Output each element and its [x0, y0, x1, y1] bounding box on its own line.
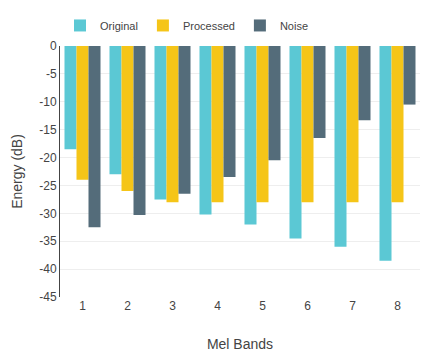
svg-text:8: 8: [394, 299, 401, 313]
svg-text:-25: -25: [39, 179, 57, 193]
svg-text:1: 1: [79, 299, 86, 313]
svg-text:7: 7: [349, 299, 356, 313]
svg-text:Original: Original: [100, 20, 138, 32]
svg-text:4: 4: [214, 299, 221, 313]
svg-text:6: 6: [304, 299, 311, 313]
svg-text:Noise: Noise: [280, 20, 308, 32]
svg-text:Energy (dB): Energy (dB): [9, 134, 25, 209]
svg-text:-10: -10: [39, 95, 57, 109]
svg-text:-15: -15: [39, 123, 57, 137]
svg-text:-30: -30: [39, 207, 57, 221]
svg-text:-20: -20: [39, 151, 57, 165]
svg-text:0: 0: [50, 39, 57, 53]
svg-text:-45: -45: [39, 290, 57, 304]
svg-text:Processed: Processed: [183, 20, 235, 32]
svg-text:Mel Bands: Mel Bands: [207, 336, 273, 352]
svg-text:-35: -35: [39, 234, 57, 248]
svg-text:5: 5: [259, 299, 266, 313]
svg-text:-40: -40: [39, 262, 57, 276]
svg-text:-5: -5: [46, 67, 57, 81]
svg-text:3: 3: [169, 299, 176, 313]
svg-text:2: 2: [124, 299, 131, 313]
